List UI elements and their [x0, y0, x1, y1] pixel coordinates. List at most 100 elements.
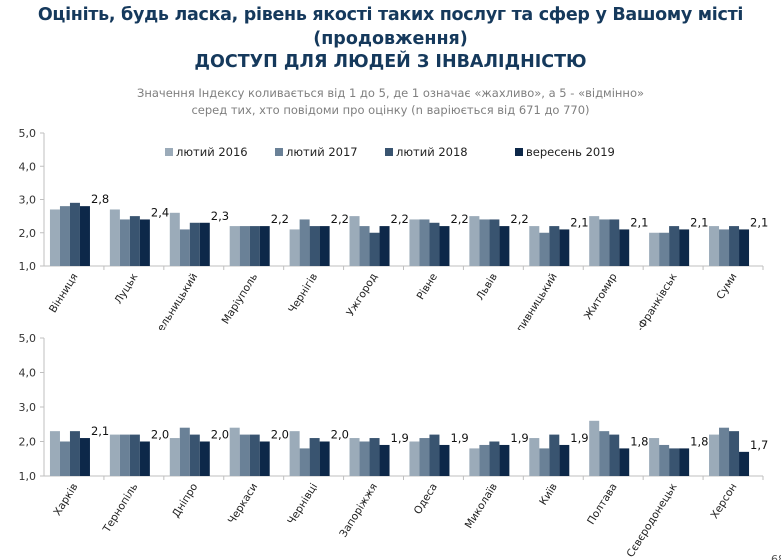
bar-2	[539, 232, 550, 266]
category-label: Запоріжжя	[337, 481, 380, 539]
data-label: 2,1	[750, 215, 768, 229]
bar-2	[59, 441, 70, 476]
y-tick-label: 1,0	[19, 260, 37, 273]
category-label: Київ	[537, 481, 560, 507]
y-tick-label: 5,0	[19, 127, 37, 140]
category-label: Харків	[51, 481, 80, 518]
bar-2	[239, 434, 250, 476]
data-label: 2,2	[271, 212, 289, 226]
bar-4	[679, 229, 690, 266]
bar-1	[469, 448, 480, 476]
bar-2	[119, 219, 130, 266]
data-label: 1,7	[750, 438, 768, 452]
data-label: 2,3	[211, 209, 229, 223]
category-label: Тернопіль	[100, 481, 140, 535]
bar-2	[359, 226, 370, 266]
data-label: 2,2	[450, 212, 468, 226]
bar-1	[109, 209, 120, 266]
bar-4	[139, 219, 150, 266]
bar-3	[549, 226, 560, 266]
data-label: 1,9	[510, 431, 528, 445]
bar-4	[139, 441, 150, 476]
bar-3	[309, 438, 320, 476]
y-tick-label: 3,0	[19, 401, 37, 414]
bar-4	[379, 226, 390, 266]
data-label: 1,9	[450, 431, 468, 445]
category-label: Чернівці	[285, 481, 320, 527]
bar-1	[49, 209, 60, 266]
bar-3	[309, 226, 320, 266]
page-number: 68	[771, 553, 781, 560]
bar-3	[489, 219, 500, 266]
bar-3	[369, 438, 380, 476]
data-label: 2,0	[151, 428, 169, 442]
bar-2	[659, 232, 670, 266]
bar-4	[199, 441, 210, 476]
bar-4	[499, 226, 510, 266]
bar-2	[179, 427, 190, 476]
title-line-3: ДОСТУП ДЛЯ ЛЮДЕЙ З ІНВАЛІДНІСТЮ	[194, 52, 587, 72]
bar-1	[109, 434, 120, 476]
bar-1	[349, 216, 360, 266]
data-label: 2,8	[91, 192, 109, 206]
bar-3	[189, 222, 200, 266]
bar-4	[79, 206, 90, 266]
y-tick-label: 3,0	[19, 194, 37, 207]
data-label: 2,2	[331, 212, 349, 226]
data-label: 1,9	[391, 431, 409, 445]
bar-4	[619, 448, 630, 476]
bar-2	[59, 206, 70, 266]
category-label: Полтава	[585, 481, 620, 527]
y-tick-label: 4,0	[19, 367, 37, 380]
y-tick-label: 5,0	[19, 332, 37, 345]
bar-3	[729, 226, 740, 266]
data-label: 2,4	[151, 205, 169, 219]
data-label: 1,8	[630, 434, 648, 448]
bar-1	[289, 229, 300, 266]
bar-1	[169, 212, 180, 266]
bar-1	[529, 226, 540, 266]
bar-3	[129, 216, 140, 266]
bar-2	[479, 444, 490, 476]
data-label: 1,8	[690, 434, 708, 448]
bar-1	[649, 438, 660, 476]
bar-1	[409, 219, 420, 266]
bar-1	[409, 441, 420, 476]
bar-3	[729, 431, 740, 476]
legend-swatch	[385, 148, 393, 156]
data-label: 2,1	[570, 215, 588, 229]
bar-3	[549, 434, 560, 476]
bar-1	[469, 216, 480, 266]
bar-4	[379, 444, 390, 476]
legend-entry: лютий 2018	[396, 145, 468, 159]
data-label: 1,9	[570, 431, 588, 445]
bar-3	[249, 226, 260, 266]
data-label: 2,1	[630, 215, 648, 229]
bar-2	[239, 226, 250, 266]
data-label: 2,0	[331, 428, 349, 442]
bar-1	[589, 216, 600, 266]
bar-2	[179, 229, 190, 266]
bar-1	[649, 232, 660, 266]
bar-1	[529, 438, 540, 476]
bar-3	[489, 441, 500, 476]
data-label: 2,0	[271, 428, 289, 442]
bar-2	[119, 434, 130, 476]
bar-2	[719, 229, 730, 266]
bar-4	[559, 444, 570, 476]
data-label: 2,1	[690, 215, 708, 229]
bar-4	[259, 441, 270, 476]
bar-3	[129, 434, 140, 476]
bar-1	[709, 226, 720, 266]
data-label: 2,0	[211, 428, 229, 442]
subtitle-line-1: Значення Індексу коливається від 1 до 5,…	[136, 86, 645, 100]
bar-1	[229, 226, 240, 266]
bar-2	[659, 444, 670, 476]
bar-1	[349, 438, 360, 476]
bar-4	[439, 226, 450, 266]
category-label: Сєвєродонецьк	[625, 481, 680, 559]
bar-2	[719, 427, 730, 476]
bar-4	[499, 444, 510, 476]
